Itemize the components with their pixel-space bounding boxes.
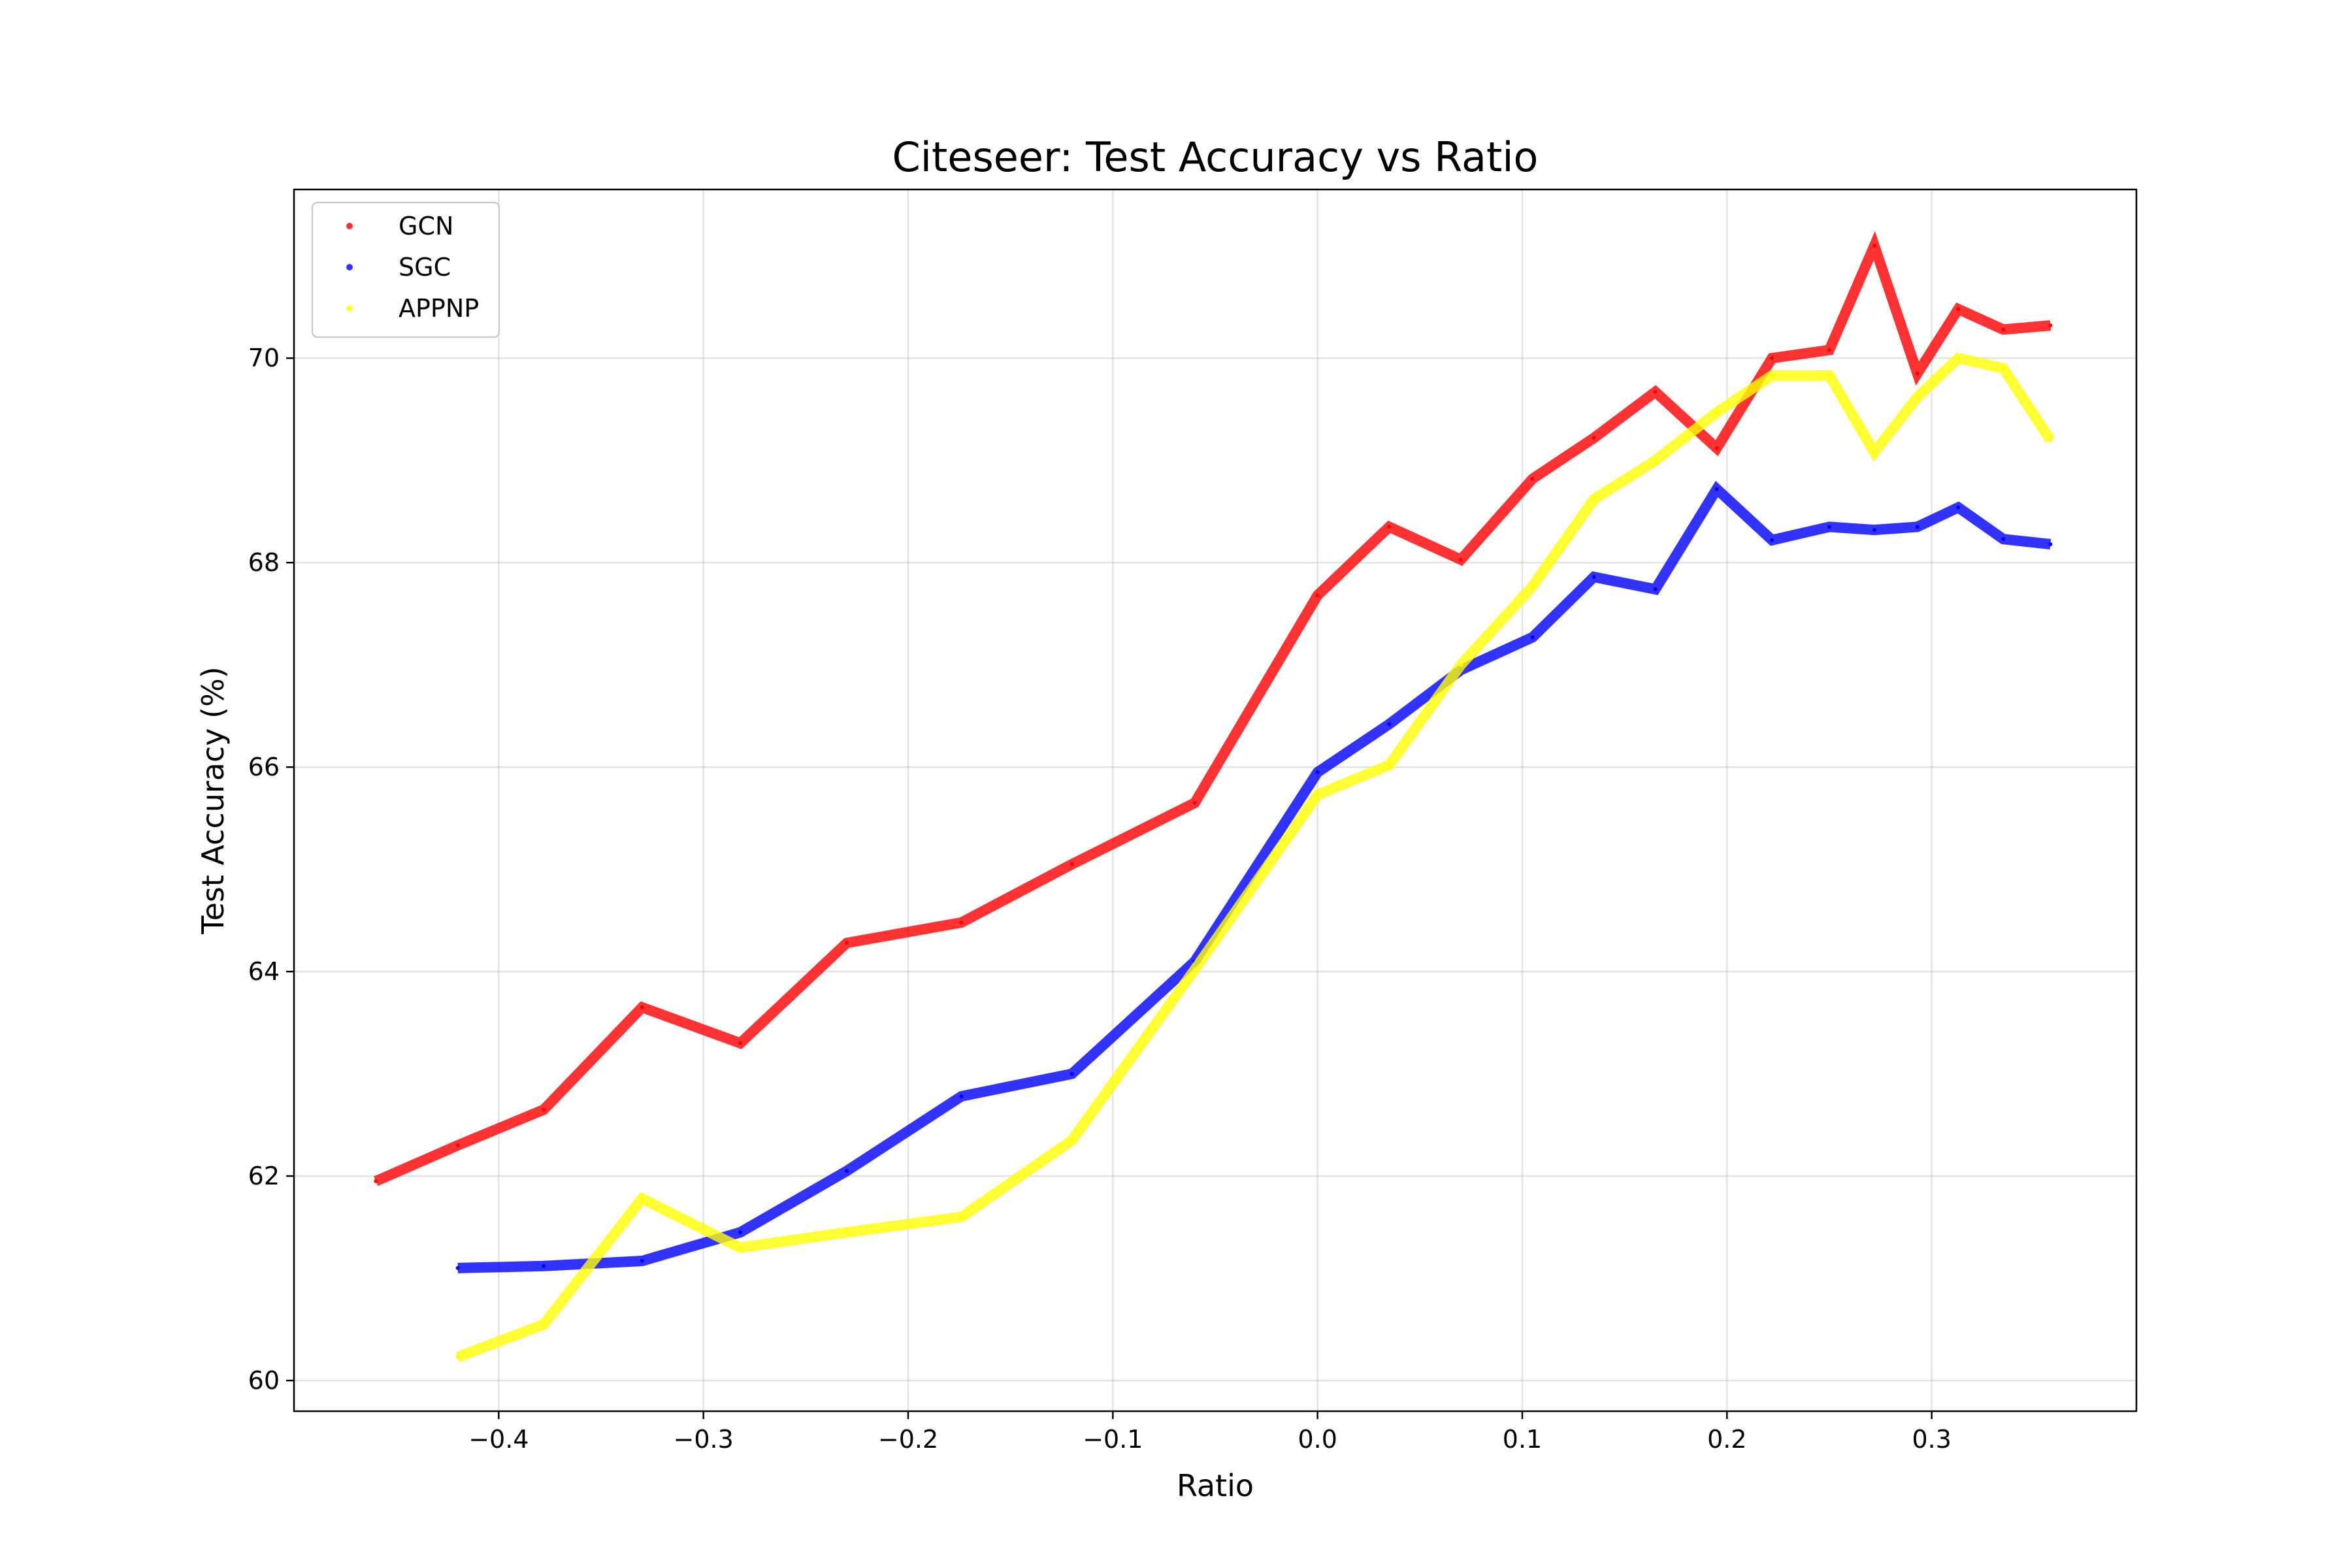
- x-axis: −0.4 −0.3 −0.2 −0.1 0.0 0.1 0.2 0.3: [468, 1411, 1952, 1454]
- legend: GCN SGC APPNP: [311, 201, 500, 338]
- data-point-gcn: [1714, 446, 1719, 450]
- data-point-gcn: [1956, 307, 1961, 312]
- series-line-sgc: [457, 481, 2051, 1273]
- data-point-appnp: [1592, 497, 1596, 502]
- data-point-gcn: [1192, 800, 1197, 805]
- y-tick-label: 62: [248, 1162, 280, 1190]
- data-point-sgc: [1315, 770, 1320, 774]
- data-point-gcn: [738, 1041, 743, 1045]
- data-point-sgc: [845, 1169, 849, 1173]
- data-point-gcn: [1872, 244, 1876, 248]
- x-tick-label: 0.2: [1707, 1425, 1746, 1454]
- legend-marker-gcn: [346, 223, 353, 229]
- data-point-appnp: [1653, 458, 1658, 463]
- data-point-gcn: [1653, 389, 1658, 394]
- data-point-appnp: [1387, 763, 1392, 768]
- data-point-appnp: [738, 1245, 743, 1250]
- series-layer: [374, 231, 2055, 1362]
- y-tick-label: 60: [248, 1366, 280, 1395]
- data-point-appnp: [1827, 373, 1831, 378]
- data-point-gcn: [1827, 348, 1831, 352]
- data-point-sgc: [2001, 537, 2006, 542]
- y-tick-label: 66: [248, 753, 280, 781]
- data-point-gcn: [1459, 557, 1463, 562]
- data-point-appnp: [1872, 450, 1876, 455]
- data-point-gcn: [542, 1107, 546, 1112]
- data-point-gcn: [1592, 436, 1596, 440]
- data-point-gcn: [455, 1143, 460, 1148]
- data-point-sgc: [1653, 587, 1658, 591]
- data-point-sgc: [738, 1230, 743, 1235]
- data-point-sgc: [1872, 528, 1876, 532]
- data-point-sgc: [1714, 487, 1719, 491]
- data-point-appnp: [2001, 366, 2006, 370]
- data-point-appnp: [640, 1196, 644, 1201]
- y-tick-label: 68: [248, 548, 280, 577]
- data-point-gcn: [2048, 323, 2053, 328]
- data-point-appnp: [1956, 356, 1961, 361]
- chart-title: Citeseer: Test Accuracy vs Ratio: [892, 133, 1538, 181]
- data-point-gcn: [1915, 371, 1919, 376]
- data-point-sgc: [1827, 525, 1831, 529]
- data-point-appnp: [455, 1355, 460, 1360]
- data-point-sgc: [1770, 538, 1774, 542]
- x-tick-label: 0.1: [1503, 1425, 1542, 1454]
- x-tick-label: 0.0: [1298, 1425, 1337, 1454]
- x-tick-label: −0.4: [468, 1425, 529, 1454]
- data-point-appnp: [2048, 438, 2053, 442]
- data-point-sgc: [1592, 575, 1596, 580]
- x-tick-label: −0.2: [878, 1425, 938, 1454]
- grid: [294, 189, 2136, 1411]
- data-point-gcn: [1315, 593, 1320, 598]
- y-axis: 60 62 64 66 68 70: [248, 344, 294, 1395]
- data-point-sgc: [640, 1258, 644, 1263]
- data-point-gcn: [374, 1179, 378, 1183]
- legend-label-appnp: APPNP: [399, 294, 479, 323]
- data-point-gcn: [1770, 356, 1774, 361]
- data-point-appnp: [542, 1322, 546, 1326]
- x-axis-label: Ratio: [1177, 1468, 1254, 1503]
- y-tick-label: 70: [248, 344, 280, 372]
- data-point-sgc: [959, 1094, 964, 1099]
- data-point-sgc: [1956, 505, 1961, 510]
- data-point-sgc: [542, 1264, 546, 1268]
- legend-marker-appnp: [346, 305, 353, 312]
- data-point-appnp: [1070, 1138, 1074, 1143]
- series-line-appnp: [455, 352, 2055, 1362]
- data-point-sgc: [2048, 542, 2053, 547]
- data-point-gcn: [1387, 525, 1392, 529]
- data-point-appnp: [1770, 373, 1774, 378]
- data-point-appnp: [1915, 395, 1919, 399]
- legend-label-sgc: SGC: [399, 253, 451, 282]
- data-point-gcn: [845, 941, 849, 945]
- y-axis-label: Test Accuracy (%): [195, 666, 231, 934]
- legend-marker-sgc: [346, 264, 353, 270]
- plot-frame: [293, 188, 2138, 1413]
- data-point-gcn: [1530, 476, 1535, 481]
- data-point-gcn: [959, 921, 964, 924]
- data-point-sgc: [1070, 1071, 1074, 1076]
- y-tick-label: 64: [248, 957, 280, 986]
- data-point-gcn: [1070, 862, 1074, 866]
- data-point-appnp: [1714, 410, 1719, 415]
- data-point-gcn: [2001, 327, 2006, 332]
- x-tick-label: −0.3: [674, 1425, 734, 1454]
- data-point-appnp: [1315, 792, 1320, 797]
- data-point-sgc: [1387, 722, 1392, 727]
- data-point-appnp: [1530, 584, 1535, 589]
- data-point-sgc: [455, 1266, 460, 1270]
- data-point-sgc: [1915, 525, 1919, 529]
- data-point-appnp: [1459, 662, 1463, 667]
- x-tick-label: 0.3: [1912, 1425, 1951, 1454]
- data-point-appnp: [959, 1215, 964, 1219]
- x-tick-label: −0.1: [1083, 1425, 1143, 1454]
- data-point-appnp: [1192, 967, 1197, 972]
- legend-label-gcn: GCN: [399, 212, 453, 240]
- data-point-sgc: [1530, 635, 1535, 640]
- data-point-gcn: [640, 1005, 644, 1009]
- data-point-appnp: [845, 1230, 849, 1235]
- legend-box: [311, 201, 500, 338]
